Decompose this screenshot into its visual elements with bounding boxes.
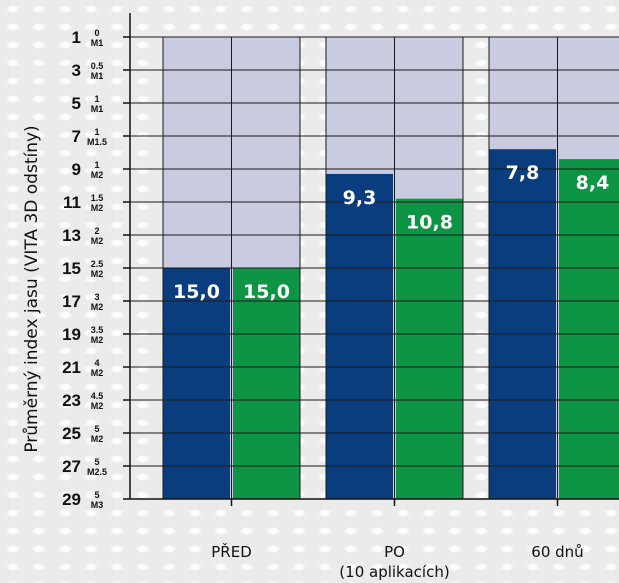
- y-tick-label: 23: [62, 391, 81, 410]
- y-tick-shade-bottom: M1: [91, 104, 104, 114]
- y-tick-label: 1: [72, 28, 81, 47]
- y-tick-label: 25: [62, 424, 81, 443]
- y-tick-shade-top: 1: [94, 160, 99, 170]
- data-label: 9,3: [343, 187, 377, 209]
- data-label: 8,4: [576, 172, 610, 194]
- y-tick-shade-bottom: M2: [91, 335, 104, 345]
- bar: [396, 198, 463, 499]
- y-tick-shade-top: 2: [94, 226, 99, 236]
- y-tick-label: 27: [62, 457, 81, 476]
- x-tick-label: PO: [384, 543, 405, 561]
- x-tick-label: PŘED: [211, 542, 252, 561]
- y-tick-label: 15: [62, 259, 81, 278]
- x-tick-label: (10 aplikacích): [339, 563, 449, 581]
- y-tick-label: 3: [72, 61, 81, 80]
- y-tick-shade-bottom: M2: [91, 401, 104, 411]
- y-tick-label: 19: [62, 325, 81, 344]
- y-tick-shade-top: 5: [94, 457, 99, 467]
- bar: [233, 268, 300, 499]
- y-tick-shade-bottom: M2: [91, 203, 104, 213]
- data-label: 7,8: [506, 162, 540, 184]
- y-tick-label: 5: [72, 94, 81, 113]
- y-tick-shade-bottom: M3: [91, 500, 104, 510]
- y-tick-shade-top: 5: [94, 424, 99, 434]
- y-axis-label: Průměrný index jasu (VITA 3D odstíny): [22, 125, 42, 452]
- y-tick-shade-top: 1: [94, 127, 99, 137]
- y-tick-shade-bottom: M2.5: [87, 467, 107, 477]
- y-tick-label: 13: [62, 226, 81, 245]
- y-tick-shade-top: 4.5: [91, 391, 104, 401]
- y-tick-shade-bottom: M1: [91, 38, 104, 48]
- y-tick-shade-top: 5: [94, 490, 99, 500]
- y-tick-shade-bottom: M1.5: [87, 137, 107, 147]
- y-tick-shade-top: 0: [94, 28, 99, 38]
- y-tick-shade-bottom: M2: [91, 368, 104, 378]
- bar: [326, 173, 393, 499]
- x-tick-labels: PŘED PO (10 aplikacích) 60 dnů: [211, 542, 583, 581]
- y-tick-shade-top: 3: [94, 292, 99, 302]
- y-tick-shade-bottom: M2: [91, 434, 104, 444]
- y-tick-shade-top: 0.5: [91, 61, 104, 71]
- y-tick-shade-bottom: M2: [91, 236, 104, 246]
- y-tick-label: 7: [72, 127, 81, 146]
- bar: [163, 268, 230, 499]
- y-tick-shade-bottom: M2: [91, 269, 104, 279]
- gridlines: [130, 36, 619, 500]
- x-tick-label: 60 dnů: [531, 543, 583, 561]
- y-tick-shade-bottom: M2: [91, 302, 104, 312]
- bar: [489, 149, 556, 499]
- bar: [559, 159, 619, 499]
- data-label: 10,8: [406, 212, 453, 234]
- data-label: 15,0: [243, 281, 290, 303]
- y-tick-shade-top: 1: [94, 94, 99, 104]
- data-labels: 15,0 9,3 7,8 15,0 10,8 8,4: [173, 162, 609, 303]
- y-tick-label: 11: [63, 193, 81, 212]
- y-tick-label: 29: [62, 490, 81, 509]
- y-tick-shade-top: 4: [94, 358, 99, 368]
- y-tick-label: 21: [62, 358, 81, 377]
- y-tick-shade-bottom: M2: [91, 170, 104, 180]
- data-label: 15,0: [173, 281, 220, 303]
- axes: [123, 13, 619, 506]
- y-tick-shade-top: 1.5: [91, 193, 104, 203]
- y-tick-label: 17: [62, 292, 81, 311]
- y-tick-shade-top: 3.5: [91, 325, 104, 335]
- y-tick-shade-bottom: M1: [91, 71, 104, 81]
- bars: [163, 149, 619, 499]
- y-tick-shade-top: 2.5: [91, 259, 104, 269]
- y-tick-label: 9: [72, 160, 81, 179]
